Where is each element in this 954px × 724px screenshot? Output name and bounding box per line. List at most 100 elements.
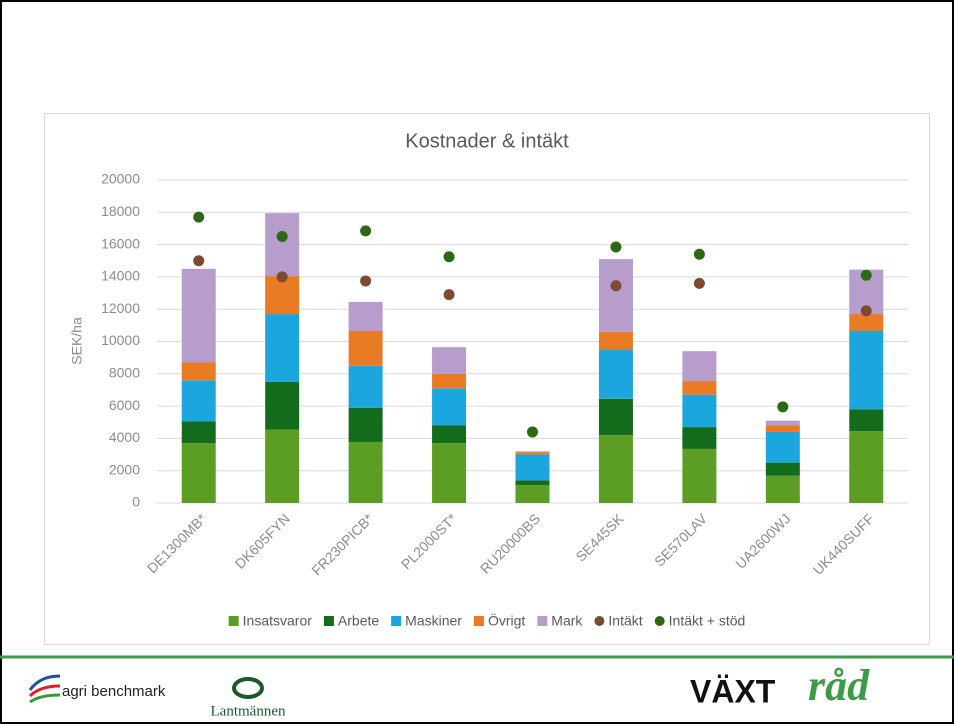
point: [193, 255, 205, 267]
legend-swatch: [228, 616, 239, 626]
bar-segment: [348, 331, 383, 366]
bar-segment: [348, 407, 383, 442]
bar-segment: [515, 451, 550, 453]
y-tick-label: 8000: [109, 365, 140, 381]
point: [693, 248, 705, 260]
logo-vaxtrad: VÄXT råd: [690, 661, 870, 710]
y-axis-label: SEK/ha: [69, 317, 85, 365]
logo-text: råd: [808, 661, 870, 710]
bar-segment: [265, 314, 300, 382]
bar-segment: [849, 314, 884, 332]
bar-segment: [181, 362, 216, 381]
bar-segment: [181, 443, 216, 503]
bar-segment: [265, 213, 300, 277]
logo-text: agri benchmark: [62, 683, 166, 700]
bar-segment: [682, 381, 717, 395]
bar-segment: [432, 373, 467, 389]
bar-segment: [849, 331, 884, 410]
bar-segment: [765, 420, 800, 426]
point: [276, 271, 288, 283]
y-tick-label: 18000: [101, 203, 140, 219]
chart-title: Kostnader & intäkt: [405, 130, 569, 152]
bar-segment: [432, 425, 467, 444]
bar-segment: [765, 462, 800, 476]
bar-segment: [432, 443, 467, 503]
bar-segment: [682, 427, 717, 449]
bar-segment: [598, 259, 633, 332]
point: [610, 280, 622, 292]
y-tick-label: 14000: [101, 268, 140, 284]
legend-swatch: [594, 616, 605, 626]
logo-lantmannen: Lantmännen: [211, 677, 286, 719]
point: [610, 241, 622, 253]
bar-segment: [348, 301, 383, 332]
legend: Insatsvaror Arbete Maskiner Övrigt Mark Intäk…: [228, 612, 746, 629]
legend-swatch: [391, 616, 402, 626]
bar-segment: [598, 398, 633, 436]
logo-text: VÄXT: [690, 673, 776, 709]
legend-swatch: [654, 616, 665, 626]
logo-swoosh: [28, 684, 61, 698]
bar-segment: [598, 349, 633, 399]
bar-segment: [432, 347, 467, 374]
bar-segment: [682, 394, 717, 428]
y-tick-label: 6000: [109, 397, 140, 413]
point: [860, 269, 872, 281]
bar-segment: [598, 331, 633, 350]
bar-segment: [265, 276, 300, 315]
bar-segment: [765, 475, 800, 503]
y-tick-label: 10000: [101, 332, 140, 348]
bar-segment: [515, 454, 550, 481]
point: [777, 401, 789, 413]
point: [360, 225, 372, 237]
bar-segment: [515, 480, 550, 486]
point: [693, 277, 705, 289]
legend-label: Övrigt: [488, 612, 525, 629]
logo-swoosh: [29, 693, 61, 704]
bar-segment: [265, 429, 300, 503]
bar-segment: [181, 421, 216, 444]
legend-label: Mark: [551, 613, 583, 629]
bar-segment: [181, 380, 216, 422]
logo-swoosh: [28, 674, 61, 691]
bar-segment: [682, 351, 717, 382]
bar-segment: [682, 448, 717, 503]
point: [276, 231, 288, 243]
legend-swatch: [537, 616, 548, 626]
legend-swatch: [323, 616, 334, 626]
logo-agri: agri benchmark: [28, 674, 166, 704]
bar-segment: [348, 365, 383, 408]
bar-segment: [515, 452, 550, 455]
bar-segment: [849, 431, 884, 503]
point: [193, 211, 205, 223]
legend-label: Insatsvaror: [243, 613, 313, 629]
y-tick-label: 20000: [101, 171, 140, 187]
bar-segment: [265, 381, 300, 430]
bar-segment: [765, 425, 800, 432]
point: [527, 426, 538, 438]
point: [360, 275, 372, 287]
legend-label: Arbete: [338, 613, 379, 629]
legend-label: Intäkt: [608, 613, 642, 629]
logo-mark: [232, 677, 264, 699]
logo-text: Lantmännen: [211, 703, 286, 719]
y-tick-label: 2000: [109, 461, 140, 477]
y-tick-label: 12000: [101, 300, 140, 316]
bar-segment: [348, 441, 383, 503]
bar-segment: [849, 409, 884, 432]
legend-label: Maskiner: [405, 613, 462, 629]
legend-swatch: [473, 616, 484, 626]
point: [443, 251, 455, 263]
bar-segment: [515, 485, 550, 503]
bar-segment: [598, 435, 633, 503]
point: [860, 305, 872, 317]
bar-segment: [432, 388, 467, 426]
legend-label: Intäkt + stöd: [669, 613, 746, 629]
y-tick-label: 4000: [109, 429, 140, 445]
point: [443, 289, 455, 301]
y-tick-label: 16000: [101, 235, 140, 251]
bar-segment: [181, 268, 216, 363]
